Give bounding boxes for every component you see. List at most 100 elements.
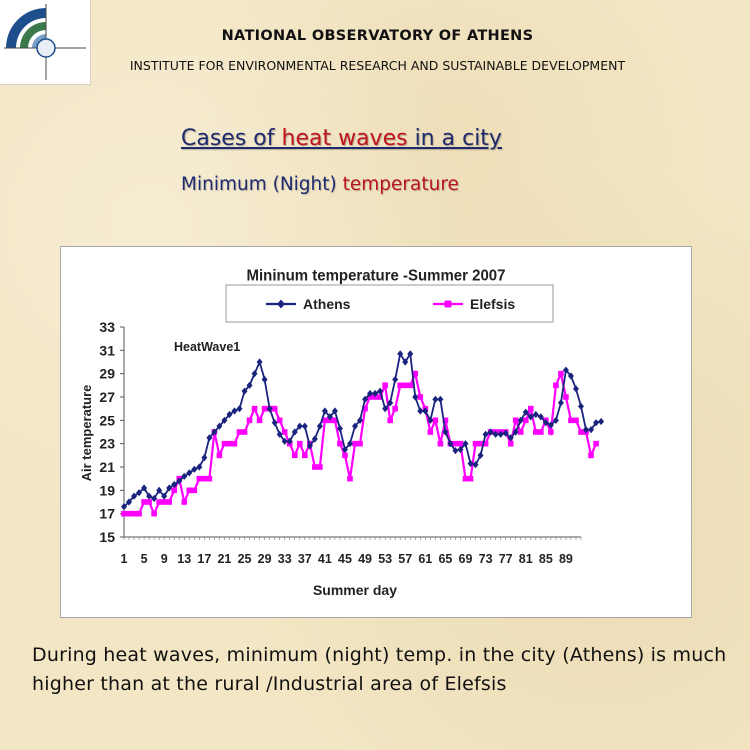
chart-title: Mininum temperature -Summer 2007 (247, 267, 506, 284)
slide-title-highlight: heat waves (281, 126, 408, 151)
elefsis-point (337, 440, 343, 447)
athens-point (156, 486, 163, 494)
elefsis-point (121, 510, 127, 517)
elefsis-point (347, 475, 353, 482)
elefsis-point (563, 394, 569, 400)
elefsis-point (171, 487, 178, 494)
elefsis-point (241, 429, 248, 435)
y-tick-label: 21 (99, 459, 115, 475)
y-tick-label: 29 (99, 366, 115, 382)
elefsis-point (186, 487, 193, 494)
athens-point (251, 370, 258, 378)
elefsis-point (246, 417, 253, 424)
athens-point (121, 503, 127, 511)
elefsis-point (322, 417, 328, 424)
elefsis-point (417, 394, 424, 400)
x-tick-label: 73 (479, 552, 493, 566)
athens-point (171, 480, 178, 489)
athens-point (291, 428, 298, 436)
elefsis-point (151, 510, 157, 517)
y-tick-label: 31 (99, 342, 115, 358)
athens-point (271, 419, 278, 427)
observatory-logo (0, 0, 91, 85)
x-tick-label: 9 (161, 552, 168, 566)
y-tick-label: 33 (99, 319, 115, 335)
y-axis-label: Air temperature (79, 385, 94, 482)
elefsis-point (437, 440, 444, 447)
elefsis-point (533, 429, 539, 435)
elefsis-point (412, 370, 419, 377)
athens-point (131, 492, 138, 500)
athens-point (331, 407, 338, 415)
athens-point (151, 494, 158, 503)
elefsis-point (357, 440, 363, 447)
elefsis-point (558, 370, 564, 377)
y-tick-label: 17 (99, 506, 115, 522)
athens-point (226, 410, 233, 419)
x-tick-label: 69 (459, 552, 473, 566)
athens-point (261, 375, 268, 384)
elefsis-point (221, 440, 228, 447)
athens-point (417, 407, 424, 415)
athens-point (372, 389, 379, 398)
observatory-logo-icon (4, 4, 86, 80)
elefsis-point (146, 499, 152, 505)
athens-point (532, 410, 539, 419)
athens-point (487, 428, 494, 436)
elefsis-point (276, 417, 283, 424)
elefsis-point (573, 417, 579, 424)
elefsis-point (427, 429, 434, 435)
elefsis-point (126, 510, 132, 517)
athens-point (236, 405, 243, 413)
elefsis-point (452, 440, 459, 447)
elefsis-point (141, 499, 147, 505)
elefsis-point (236, 429, 243, 435)
slide-title-prefix: Cases of (181, 126, 282, 151)
elefsis-point (527, 405, 534, 412)
plot-area (121, 350, 605, 517)
chart-container: Mininum temperature -Summer 2007 Athens E… (60, 246, 692, 618)
athens-point (402, 358, 409, 366)
elefsis-point (522, 417, 529, 424)
x-tick-label: 85 (539, 552, 553, 566)
x-tick-label: 17 (197, 552, 211, 566)
athens-point (547, 421, 554, 429)
athens-point (196, 463, 203, 471)
y-tick-label: 15 (99, 529, 115, 545)
institute-name: INSTITUTE FOR ENVIRONMENTAL RESEARCH AND… (129, 58, 626, 73)
x-tick-label: 29 (258, 552, 272, 566)
legend-marker-athens (277, 299, 285, 309)
elefsis-point (467, 475, 474, 482)
heatwave-annotation: HeatWave1 (174, 340, 240, 354)
elefsis-point (472, 440, 479, 447)
elefsis-point (131, 510, 137, 517)
elefsis-point (181, 499, 188, 505)
x-tick-label: 57 (398, 552, 412, 566)
athens-point (231, 407, 238, 415)
x-tick-label: 53 (378, 552, 392, 566)
elefsis-point (332, 417, 338, 424)
y-tick-label: 23 (99, 436, 115, 452)
athens-point (301, 422, 308, 430)
elefsis-point (271, 405, 278, 412)
elefsis-point (397, 382, 404, 389)
elefsis-point (166, 499, 172, 505)
athens-point (542, 419, 549, 427)
athens-point (562, 366, 569, 374)
elefsis-point (231, 440, 238, 447)
athens-point (437, 395, 444, 403)
elefsis-point (548, 429, 554, 435)
legend-label-elefsis: Elefsis (470, 296, 515, 312)
athens-point (512, 428, 519, 436)
elefsis-point (301, 452, 308, 459)
elefsis-point (291, 452, 298, 459)
slide-title: Cases of heat waves in a city (181, 126, 502, 151)
elefsis-point (538, 429, 544, 435)
athens-point (422, 407, 429, 415)
elefsis-point (156, 499, 162, 505)
elefsis-point (161, 499, 167, 505)
elefsis-point (352, 440, 358, 447)
athens-point (311, 435, 318, 443)
elefsis-point (407, 382, 414, 389)
elefsis-point (432, 417, 439, 424)
